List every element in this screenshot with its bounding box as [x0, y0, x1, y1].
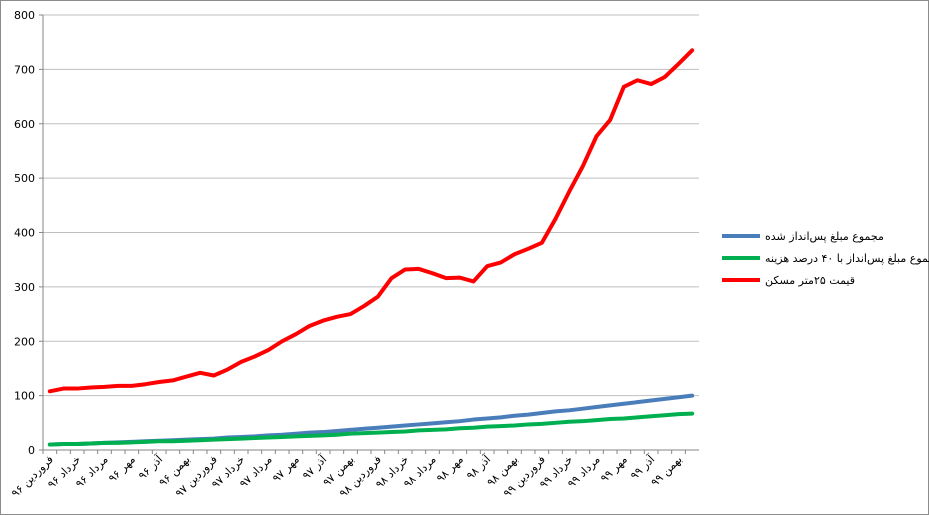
y-tick-label: 400: [14, 227, 35, 240]
legend-label: مجموع مبلغ پس‌انداز با ۴۰ درصد هزینه: [765, 252, 929, 265]
y-tick-label: 300: [14, 281, 35, 294]
y-tick-label: 0: [28, 444, 35, 457]
series-line: [47, 411, 695, 447]
y-tick-label: 200: [14, 335, 35, 348]
series-line: [47, 48, 695, 394]
y-tick-label: 700: [14, 63, 35, 76]
legend-label: قیمت ۲۵متر مسکن: [765, 274, 855, 287]
y-tick-label: 800: [14, 9, 35, 22]
y-tick-label: 100: [14, 390, 35, 403]
y-tick-label: 500: [14, 172, 35, 185]
y-tick-label: 600: [14, 118, 35, 131]
legend-label: مجموع مبلغ پس‌انداز شده: [765, 230, 884, 243]
